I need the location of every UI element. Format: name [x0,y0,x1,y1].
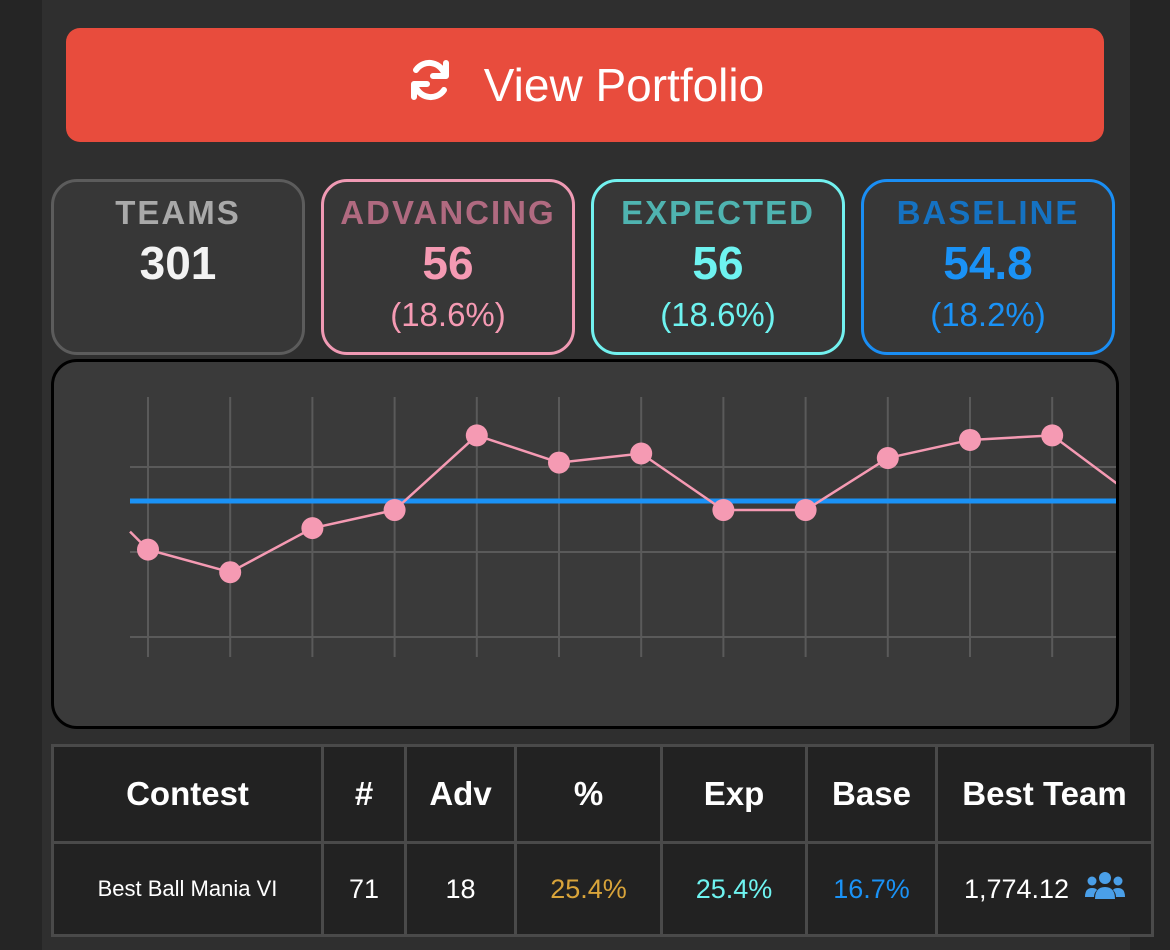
teams-value: 301 [139,237,217,289]
expected-label: EXPECTED [621,194,815,231]
view-portfolio-label: View Portfolio [483,59,765,111]
teams-stat-card: TEAMS 301 [51,179,305,355]
data-point [959,428,981,451]
cell-exp: 25.4% [660,841,808,937]
header-adv[interactable]: Adv [404,744,517,844]
data-point [465,424,488,447]
table-row[interactable]: Best Ball Mania VI 71 18 25.4% 25.4% 16.… [51,841,1154,937]
data-point [219,561,242,584]
teams-label: TEAMS [115,194,241,231]
header-count[interactable]: # [321,744,407,844]
table-header-row: Contest # Adv % Exp Base Best Team [51,744,1154,844]
advancing-trend-chart [51,359,1119,729]
cell-count: 71 [321,841,407,937]
best-team-value: 1,774.12 [963,873,1070,904]
expected-stat-card: EXPECTED 56 (18.6%) [591,179,845,355]
left-gutter [0,0,42,950]
view-portfolio-button[interactable]: View Portfolio [66,28,1104,142]
header-exp[interactable]: Exp [660,744,808,844]
baseline-label: BASELINE [896,194,1080,231]
data-point [712,499,735,522]
header-contest[interactable]: Contest [51,744,324,844]
header-best-team[interactable]: Best Team [935,744,1154,844]
data-point [794,499,817,522]
cell-base: 16.7% [805,841,938,937]
chart-canvas [129,397,1116,657]
baseline-percent: (18.2%) [930,296,1046,333]
baseline-stat-card: BASELINE 54.8 (18.2%) [861,179,1115,355]
data-point [301,517,324,540]
advancing-percent: (18.6%) [390,296,506,333]
advancing-series-line [129,434,1116,574]
users-icon[interactable] [1085,869,1126,910]
contest-table: Contest # Adv % Exp Base Best Team Best … [51,744,1154,937]
refresh-icon [406,56,454,115]
header-percent[interactable]: % [514,744,663,844]
advancing-label: ADVANCING [340,194,556,231]
data-point [137,538,159,561]
data-point [876,447,899,470]
cell-percent: 25.4% [514,841,663,937]
cell-adv: 18 [404,841,517,937]
cell-contest: Best Ball Mania VI [51,841,324,937]
cell-best-team: 1,774.12 [935,841,1154,937]
expected-value: 56 [692,237,744,289]
advancing-stat-card: ADVANCING 56 (18.6%) [321,179,575,355]
baseline-value: 54.8 [943,237,1033,289]
data-point [1041,424,1064,447]
expected-percent: (18.6%) [660,296,776,333]
advancing-value: 56 [422,237,474,289]
data-point [548,451,570,474]
data-point [630,442,653,465]
data-point [383,499,406,522]
header-base[interactable]: Base [805,744,938,844]
